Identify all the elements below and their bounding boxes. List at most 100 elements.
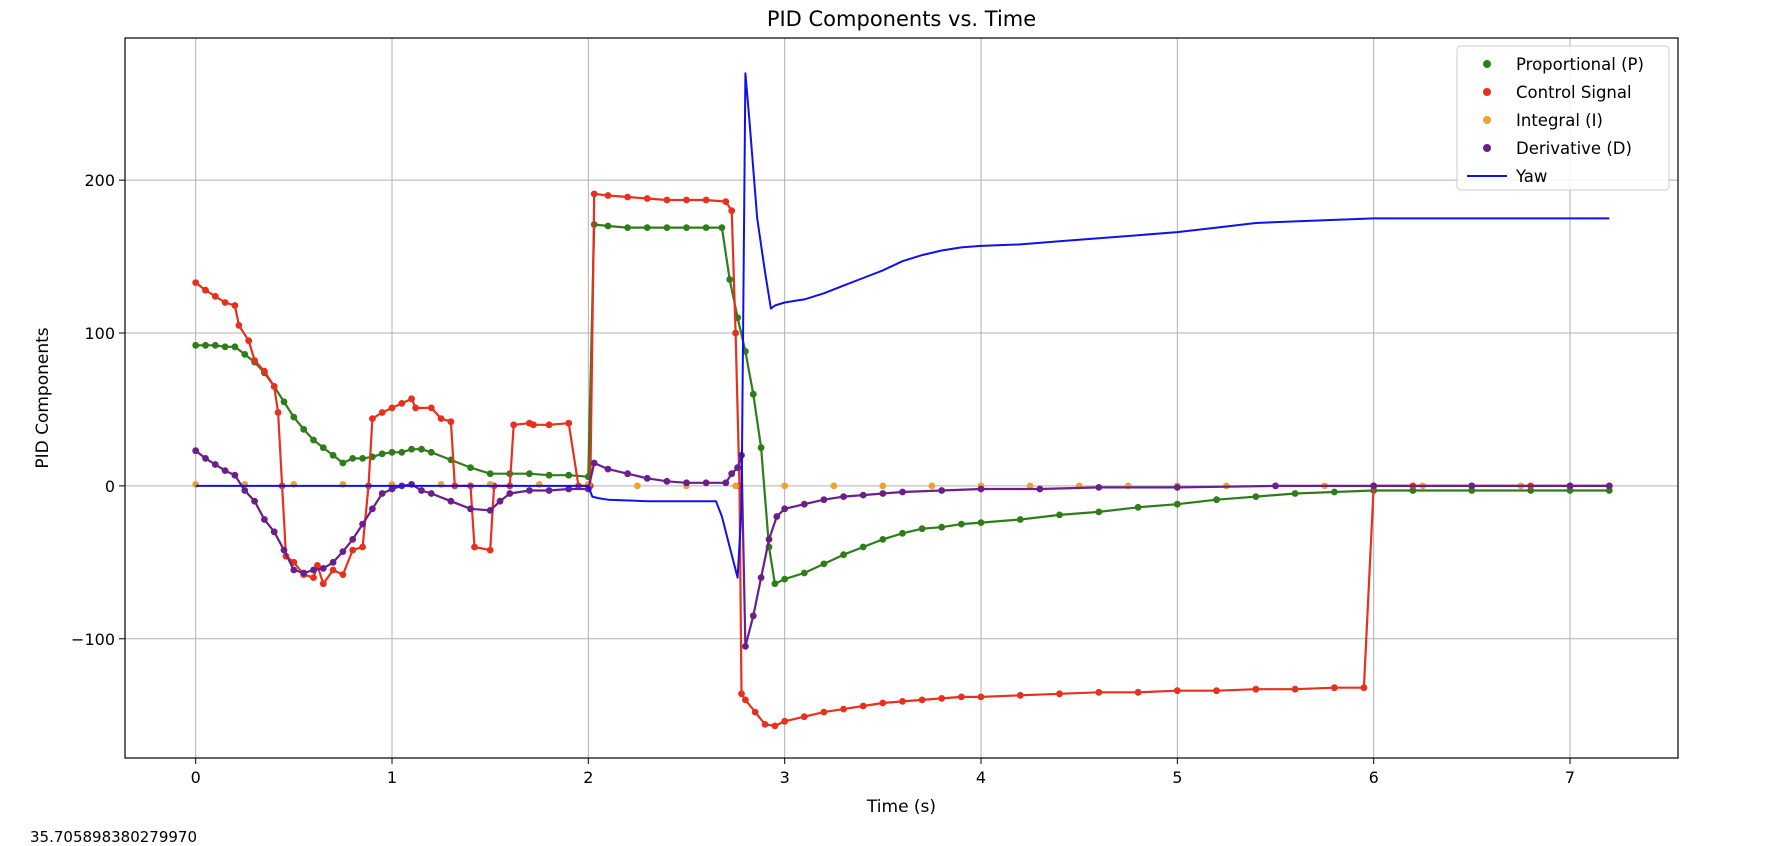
data-point [378, 409, 386, 416]
data-point [977, 485, 985, 493]
data-point [728, 207, 736, 215]
data-point [958, 520, 965, 528]
data-point [329, 451, 337, 459]
data-point [757, 444, 765, 452]
footer-note: 35.705898380279970 [30, 828, 198, 846]
data-point [349, 536, 357, 543]
data-point [663, 196, 671, 204]
data-point [496, 497, 504, 505]
data-point [290, 413, 298, 421]
data-point [231, 302, 239, 309]
data-point [339, 571, 347, 578]
data-point [1370, 482, 1378, 490]
data-point [773, 513, 781, 520]
data-point [447, 497, 455, 505]
data-point [545, 487, 553, 494]
data-point [221, 467, 229, 474]
data-point [319, 580, 327, 588]
data-point [751, 708, 759, 716]
legend-label: Proportional (P) [1516, 55, 1644, 74]
data-point [1272, 482, 1279, 490]
data-point [192, 447, 200, 455]
legend-swatch [1483, 116, 1491, 124]
legend-label: Derivative (D) [1516, 139, 1632, 158]
data-point [1026, 482, 1034, 490]
data-point [738, 690, 745, 698]
data-point [757, 574, 765, 581]
data-point [663, 477, 671, 485]
data-point [749, 390, 757, 398]
y-tick-label: 100 [84, 324, 115, 343]
data-point [781, 717, 789, 725]
data-point [378, 490, 386, 497]
x-tick-label: 0 [191, 768, 201, 787]
data-point [565, 419, 573, 427]
data-point [879, 699, 887, 707]
ticks: 0 1 2 3 4 5 6 7 −100 0 100 200 [71, 171, 1575, 787]
series-layer [192, 72, 1613, 730]
data-point [251, 497, 258, 505]
data-point [977, 693, 985, 701]
data-point [261, 516, 268, 523]
data-point [604, 465, 612, 473]
data-point [221, 299, 229, 306]
data-point [339, 548, 347, 555]
data-point [251, 357, 258, 364]
data-point [274, 409, 282, 416]
data-point [1016, 516, 1024, 523]
data-point [702, 224, 710, 232]
data-point [565, 485, 573, 493]
data-point [683, 224, 690, 232]
data-point [526, 470, 533, 478]
data-point [471, 543, 478, 551]
data-point [510, 421, 518, 429]
data-point [1252, 493, 1260, 500]
y-tick-label: −100 [71, 630, 115, 649]
data-point [427, 404, 435, 412]
data-point [526, 487, 533, 494]
series-line [195, 72, 1610, 579]
data-point [349, 546, 357, 554]
data-point [418, 487, 425, 494]
plot-frame [124, 37, 1679, 759]
data-point [749, 612, 757, 620]
y-tick-label: 0 [105, 477, 115, 496]
data-point [722, 479, 730, 487]
data-point [329, 558, 337, 566]
data-point [1016, 691, 1024, 699]
series-line [195, 223, 1610, 585]
data-point [1605, 482, 1613, 490]
data-point [388, 485, 396, 493]
data-point [771, 580, 779, 588]
data-point [899, 698, 906, 705]
data-point [1095, 484, 1103, 491]
data-point [918, 525, 926, 533]
x-tick-label: 1 [387, 768, 397, 787]
grid [125, 38, 1678, 758]
data-point [663, 224, 671, 232]
data-point [624, 224, 631, 232]
data-point [634, 482, 641, 490]
data-point [734, 464, 741, 471]
data-point [202, 341, 209, 349]
data-point [899, 488, 906, 496]
data-point [235, 322, 243, 329]
data-point [565, 471, 573, 479]
data-point [1134, 503, 1142, 511]
data-point [1252, 685, 1260, 693]
data-point [310, 574, 317, 581]
data-point [270, 528, 278, 536]
data-point [728, 470, 736, 478]
data-point [1213, 687, 1220, 695]
data-point [300, 425, 308, 433]
data-point [314, 562, 321, 569]
data-point [231, 471, 239, 479]
data-point [1134, 688, 1142, 696]
legend-label: Integral (I) [1516, 111, 1603, 130]
series-3 [192, 447, 1613, 650]
data-point [290, 558, 298, 566]
data-point [192, 341, 200, 349]
data-point [879, 536, 887, 543]
data-point [329, 566, 337, 574]
data-point [840, 551, 847, 559]
